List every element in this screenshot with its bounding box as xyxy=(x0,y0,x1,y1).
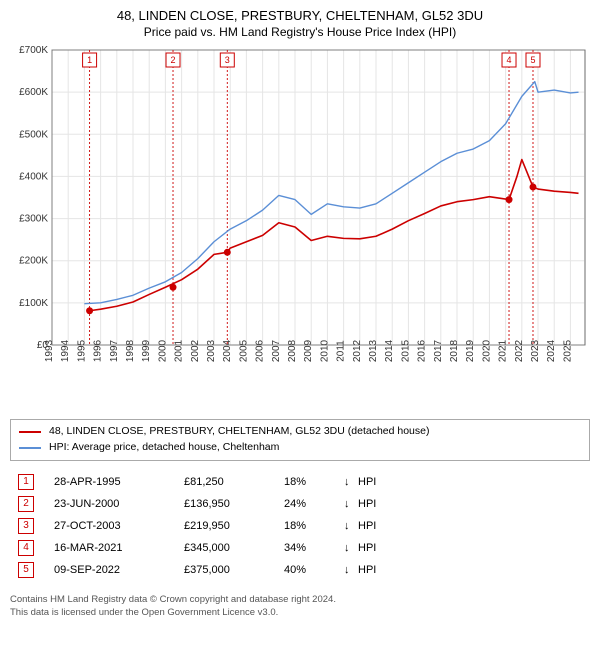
tx-hpi-label: HPI xyxy=(358,476,398,488)
tx-pct: 24% xyxy=(284,498,344,510)
svg-text:1: 1 xyxy=(87,55,92,65)
tx-date: 27-OCT-2003 xyxy=(54,520,184,532)
svg-text:5: 5 xyxy=(530,55,535,65)
svg-text:1999: 1999 xyxy=(141,339,152,362)
tx-date: 09-SEP-2022 xyxy=(54,564,184,576)
tx-hpi-label: HPI xyxy=(358,542,398,554)
svg-text:2006: 2006 xyxy=(255,339,266,362)
tx-price: £81,250 xyxy=(184,476,284,488)
transaction-row: 1 28-APR-1995£81,25018%↓HPI xyxy=(10,471,590,493)
svg-text:2001: 2001 xyxy=(174,339,185,362)
tx-hpi-label: HPI xyxy=(358,498,398,510)
svg-text:1993: 1993 xyxy=(44,339,55,362)
legend-label-property: 48, LINDEN CLOSE, PRESTBURY, CHELTENHAM,… xyxy=(49,424,430,440)
svg-text:4: 4 xyxy=(507,55,512,65)
svg-text:2025: 2025 xyxy=(562,339,573,362)
svg-text:£400K: £400K xyxy=(19,171,48,182)
svg-text:2018: 2018 xyxy=(449,339,460,362)
svg-text:2003: 2003 xyxy=(206,339,217,362)
svg-text:2020: 2020 xyxy=(481,339,492,362)
svg-text:2014: 2014 xyxy=(384,339,395,362)
legend-swatch-property xyxy=(19,431,41,433)
svg-text:£500K: £500K xyxy=(19,129,48,140)
svg-text:2009: 2009 xyxy=(303,339,314,362)
transaction-row: 5 09-SEP-2022£375,00040%↓HPI xyxy=(10,559,590,581)
tx-pct: 18% xyxy=(284,520,344,532)
svg-text:2007: 2007 xyxy=(271,339,282,362)
down-arrow-icon: ↓ xyxy=(344,564,358,576)
legend-swatch-hpi xyxy=(19,447,41,449)
tx-price: £375,000 xyxy=(184,564,284,576)
footer-line-1: Contains HM Land Registry data © Crown c… xyxy=(10,593,590,606)
tx-price: £345,000 xyxy=(184,542,284,554)
tx-date: 23-JUN-2000 xyxy=(54,498,184,510)
tx-price: £136,950 xyxy=(184,498,284,510)
legend: 48, LINDEN CLOSE, PRESTBURY, CHELTENHAM,… xyxy=(10,419,590,461)
tx-number-badge: 3 xyxy=(18,518,34,534)
svg-text:1996: 1996 xyxy=(93,339,104,362)
svg-text:£700K: £700K xyxy=(19,45,48,56)
svg-text:£200K: £200K xyxy=(19,256,48,267)
svg-text:2002: 2002 xyxy=(190,339,201,362)
transaction-row: 3 27-OCT-2003£219,95018%↓HPI xyxy=(10,515,590,537)
legend-row-property: 48, LINDEN CLOSE, PRESTBURY, CHELTENHAM,… xyxy=(19,424,581,440)
svg-text:3: 3 xyxy=(225,55,230,65)
svg-text:2017: 2017 xyxy=(433,339,444,362)
svg-text:2024: 2024 xyxy=(546,339,557,362)
tx-hpi-label: HPI xyxy=(358,520,398,532)
legend-label-hpi: HPI: Average price, detached house, Chel… xyxy=(49,440,279,456)
svg-text:1998: 1998 xyxy=(125,339,136,362)
tx-pct: 34% xyxy=(284,542,344,554)
svg-text:1997: 1997 xyxy=(109,339,120,362)
tx-number-badge: 1 xyxy=(18,474,34,490)
svg-text:2021: 2021 xyxy=(498,339,509,362)
legend-row-hpi: HPI: Average price, detached house, Chel… xyxy=(19,440,581,456)
svg-text:2016: 2016 xyxy=(417,339,428,362)
down-arrow-icon: ↓ xyxy=(344,476,358,488)
svg-text:2011: 2011 xyxy=(336,340,347,362)
chart-area: £0£100K£200K£300K£400K£500K£600K£700K199… xyxy=(10,45,590,415)
tx-date: 28-APR-1995 xyxy=(54,476,184,488)
down-arrow-icon: ↓ xyxy=(344,498,358,510)
svg-text:£600K: £600K xyxy=(19,87,48,98)
svg-text:2015: 2015 xyxy=(400,339,411,362)
svg-text:2022: 2022 xyxy=(514,339,525,362)
down-arrow-icon: ↓ xyxy=(344,520,358,532)
svg-text:2008: 2008 xyxy=(287,339,298,362)
svg-text:2013: 2013 xyxy=(368,339,379,362)
footer: Contains HM Land Registry data © Crown c… xyxy=(10,593,590,620)
tx-hpi-label: HPI xyxy=(358,564,398,576)
tx-number-badge: 2 xyxy=(18,496,34,512)
svg-text:2005: 2005 xyxy=(238,339,249,362)
tx-pct: 18% xyxy=(284,476,344,488)
svg-text:2010: 2010 xyxy=(319,339,330,362)
transaction-table: 128-APR-1995£81,25018%↓HPI223-JUN-2000£1… xyxy=(10,471,590,581)
svg-text:2012: 2012 xyxy=(352,339,363,362)
tx-number-badge: 4 xyxy=(18,540,34,556)
svg-text:2023: 2023 xyxy=(530,339,541,362)
chart-title: 48, LINDEN CLOSE, PRESTBURY, CHELTENHAM,… xyxy=(10,8,590,23)
down-arrow-icon: ↓ xyxy=(344,542,358,554)
svg-text:2000: 2000 xyxy=(157,339,168,362)
footer-line-2: This data is licensed under the Open Gov… xyxy=(10,606,590,619)
svg-text:2: 2 xyxy=(171,55,176,65)
tx-date: 16-MAR-2021 xyxy=(54,542,184,554)
transaction-row: 4 16-MAR-2021£345,00034%↓HPI xyxy=(10,537,590,559)
svg-text:1995: 1995 xyxy=(76,339,87,362)
svg-text:2019: 2019 xyxy=(465,339,476,362)
line-chart: £0£100K£200K£300K£400K£500K£600K£700K199… xyxy=(10,45,590,415)
chart-subtitle: Price paid vs. HM Land Registry's House … xyxy=(10,25,590,39)
tx-number-badge: 5 xyxy=(18,562,34,578)
svg-text:£300K: £300K xyxy=(19,214,48,225)
svg-text:1994: 1994 xyxy=(60,339,71,362)
transaction-row: 2 23-JUN-2000£136,95024%↓HPI xyxy=(10,493,590,515)
tx-price: £219,950 xyxy=(184,520,284,532)
tx-pct: 40% xyxy=(284,564,344,576)
svg-text:£100K: £100K xyxy=(19,298,48,309)
